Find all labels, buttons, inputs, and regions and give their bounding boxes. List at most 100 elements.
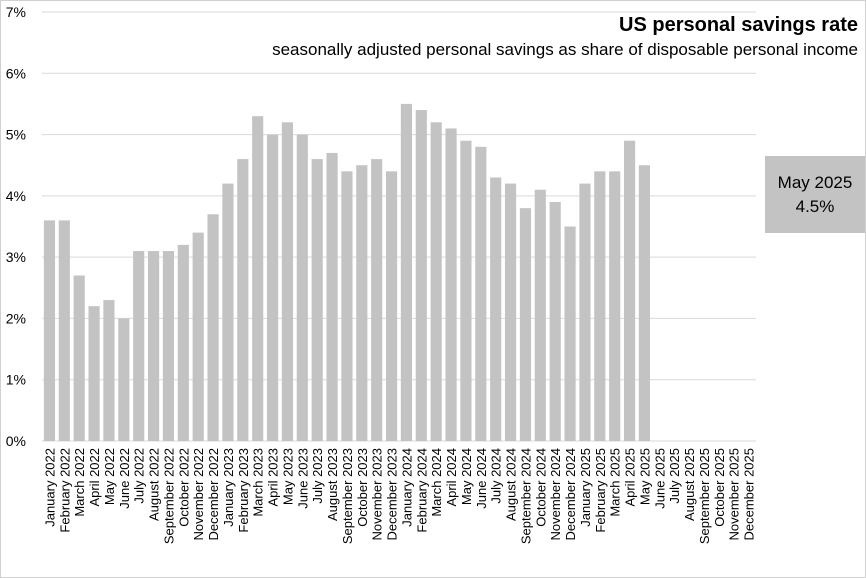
x-tick-label: November 2023: [370, 448, 385, 541]
y-tick-label: 6%: [6, 65, 26, 81]
bar: [475, 146, 487, 442]
x-tick-label: May 2025: [637, 448, 652, 505]
bar: [371, 159, 383, 442]
bar: [192, 232, 204, 441]
x-tick-label: April 2024: [444, 448, 459, 507]
x-tick-label: January 2023: [221, 448, 236, 527]
bar: [549, 201, 561, 441]
x-tick-label: January 2024: [399, 448, 414, 527]
bar: [43, 220, 56, 441]
x-tick-label: July 2022: [132, 448, 147, 504]
bar: [222, 183, 234, 441]
y-tick-label: 7%: [6, 4, 26, 20]
bar: [385, 171, 398, 442]
y-tick-label: 5%: [6, 127, 26, 143]
x-tick-label: September 2025: [697, 448, 712, 544]
x-tick-label: May 2024: [459, 448, 474, 505]
y-tick-label: 1%: [6, 372, 26, 388]
x-tick-label: September 2023: [340, 448, 355, 544]
bar: [162, 251, 175, 441]
x-tick-label: January 2022: [42, 448, 57, 527]
bar: [564, 226, 576, 441]
bar: [430, 122, 442, 442]
x-tick-label: July 2025: [667, 448, 682, 504]
bar: [207, 214, 219, 441]
y-tick-label: 3%: [6, 249, 26, 265]
x-tick-label: July 2023: [310, 448, 325, 504]
bar: [326, 152, 338, 441]
x-tick-label: February 2025: [593, 448, 608, 533]
bar: [296, 134, 308, 442]
x-tick-label: December 2023: [385, 448, 400, 541]
x-tick-label: October 2022: [176, 448, 191, 527]
bar: [490, 177, 502, 441]
bar: [266, 134, 279, 442]
x-tick-label: June 2022: [117, 448, 132, 509]
bar: [147, 251, 160, 441]
bar: [58, 220, 70, 441]
x-tick-label: September 2022: [161, 448, 176, 544]
x-tick-label: February 2022: [57, 448, 72, 533]
bar: [579, 183, 591, 441]
y-axis-tick-labels: 0% 1% 2% 3% 4% 5% 6% 7%: [6, 4, 26, 449]
x-tick-label: October 2023: [355, 448, 370, 527]
x-tick-label: April 2022: [87, 448, 102, 507]
x-tick-label: March 2024: [429, 448, 444, 517]
x-tick-label: November 2025: [727, 448, 742, 541]
bar: [534, 189, 546, 441]
x-tick-label: July 2024: [489, 448, 504, 504]
y-tick-label: 4%: [6, 188, 26, 204]
x-tick-label: May 2022: [102, 448, 117, 505]
x-tick-label: December 2022: [206, 448, 221, 541]
x-tick-label: May 2023: [280, 448, 295, 505]
bar: [73, 275, 85, 441]
bar: [341, 171, 353, 442]
x-tick-label: August 2023: [325, 448, 340, 521]
bar: [103, 300, 115, 441]
x-tick-label: March 2023: [251, 448, 266, 517]
bar: [445, 128, 457, 441]
bar: [504, 183, 517, 441]
bar: [133, 251, 145, 441]
x-tick-label: August 2022: [147, 448, 162, 521]
bar: [281, 122, 294, 442]
y-tick-label: 2%: [6, 310, 26, 326]
x-tick-label: December 2025: [742, 448, 757, 541]
x-tick-label: February 2024: [414, 448, 429, 533]
y-tick-label: 0%: [6, 433, 26, 449]
bar: [88, 306, 100, 441]
x-tick-label: January 2025: [578, 448, 593, 527]
x-tick-label: April 2023: [266, 448, 281, 507]
x-tick-label: August 2025: [682, 448, 697, 521]
x-tick-label: November 2022: [191, 448, 206, 541]
chart-title: US personal savings rate: [619, 14, 858, 36]
gridlines: [42, 11, 756, 442]
x-tick-label: October 2025: [712, 448, 727, 527]
bar: [623, 140, 636, 441]
x-tick-label: March 2025: [608, 448, 623, 517]
callout-value: 4.5%: [795, 196, 835, 216]
x-tick-label: February 2023: [236, 448, 251, 533]
x-tick-label: September 2024: [518, 448, 533, 544]
bar: [400, 103, 413, 441]
x-tick-label: June 2024: [474, 448, 489, 509]
bar: [311, 159, 323, 442]
latest-value-callout: May 2025 4.5%: [765, 156, 865, 233]
bar: [252, 116, 264, 441]
bar: [609, 171, 621, 442]
bar: [594, 171, 606, 442]
x-tick-label: April 2025: [623, 448, 638, 507]
bar: [519, 208, 532, 441]
bar: [638, 165, 651, 441]
x-tick-label: August 2024: [504, 448, 519, 521]
x-tick-label: June 2025: [652, 448, 667, 509]
bar: [118, 318, 130, 441]
bar: [356, 165, 368, 441]
bar: [460, 140, 472, 441]
callout-date: May 2025: [777, 172, 853, 192]
bars: [43, 103, 651, 442]
x-tick-label: October 2024: [533, 448, 548, 527]
x-tick-label: December 2024: [563, 448, 578, 541]
x-axis-tick-labels: January 2022 February 2022 March 2022 April…: [42, 448, 756, 544]
